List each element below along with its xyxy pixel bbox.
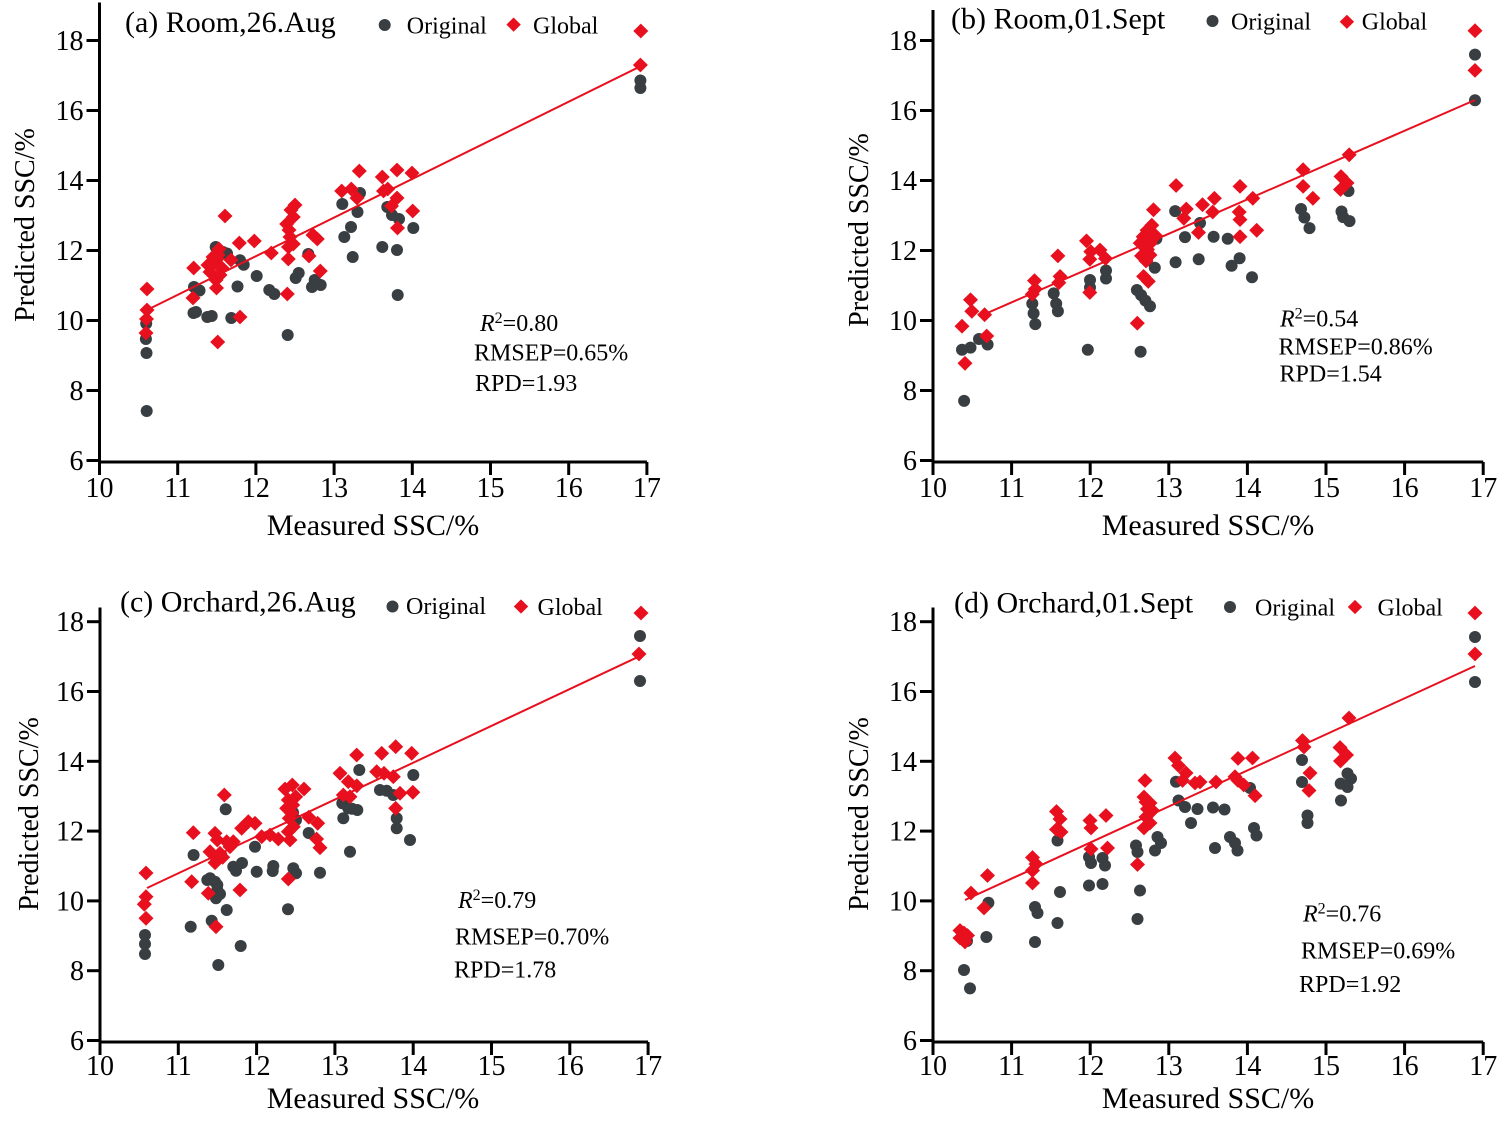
svg-text:16: 16 xyxy=(556,1051,584,1082)
svg-text:11: 11 xyxy=(164,473,191,504)
svg-text:14: 14 xyxy=(1233,1051,1261,1082)
svg-text:12: 12 xyxy=(56,817,84,848)
svg-text:8: 8 xyxy=(903,376,917,407)
svg-text:Measured SSC/%: Measured SSC/% xyxy=(1102,1082,1315,1115)
svg-text:14: 14 xyxy=(889,166,917,197)
svg-text:Original: Original xyxy=(1255,596,1335,622)
svg-text:6: 6 xyxy=(70,446,84,477)
svg-text:16: 16 xyxy=(889,96,917,127)
svg-text:18: 18 xyxy=(56,26,84,57)
svg-text:12: 12 xyxy=(56,236,84,267)
svg-text:R2=0.76: R2=0.76 xyxy=(1302,901,1381,928)
svg-text:(b) Room,01.Sept: (b) Room,01.Sept xyxy=(951,3,1166,36)
svg-text:8: 8 xyxy=(70,376,84,407)
svg-text:16: 16 xyxy=(56,96,84,127)
svg-text:RPD=1.78: RPD=1.78 xyxy=(454,958,556,984)
svg-text:10: 10 xyxy=(56,306,84,337)
svg-text:Global: Global xyxy=(538,595,604,621)
svg-text:Measured SSC/%: Measured SSC/% xyxy=(267,1082,480,1115)
svg-text:RPD=1.93: RPD=1.93 xyxy=(475,371,577,397)
svg-text:Predicted SSC/%: Predicted SSC/% xyxy=(844,717,875,911)
svg-text:10: 10 xyxy=(86,1051,114,1082)
svg-text:12: 12 xyxy=(243,1051,271,1082)
svg-text:10: 10 xyxy=(86,473,114,504)
svg-text:15: 15 xyxy=(478,1051,506,1082)
svg-text:14: 14 xyxy=(1233,473,1261,504)
svg-text:13: 13 xyxy=(1155,473,1183,504)
svg-text:16: 16 xyxy=(1391,473,1419,504)
svg-text:R2=0.54: R2=0.54 xyxy=(1279,306,1358,333)
svg-text:13: 13 xyxy=(320,473,348,504)
svg-text:13: 13 xyxy=(321,1051,349,1082)
svg-text:RMSEP=0.65%: RMSEP=0.65% xyxy=(474,341,628,367)
svg-text:18: 18 xyxy=(889,607,917,638)
svg-text:RMSEP=0.70%: RMSEP=0.70% xyxy=(455,925,609,951)
svg-text:15: 15 xyxy=(477,473,505,504)
svg-text:16: 16 xyxy=(1391,1051,1419,1082)
svg-text:12: 12 xyxy=(1076,473,1104,504)
svg-text:Measured SSC/%: Measured SSC/% xyxy=(1102,509,1315,542)
svg-text:Original: Original xyxy=(406,594,486,620)
svg-text:11: 11 xyxy=(165,1051,192,1082)
svg-text:Predicted SSC/%: Predicted SSC/% xyxy=(14,717,45,911)
svg-text:14: 14 xyxy=(399,1051,427,1082)
svg-text:15: 15 xyxy=(1312,473,1340,504)
svg-text:Original: Original xyxy=(1231,10,1311,36)
svg-text:10: 10 xyxy=(889,886,917,917)
svg-text:14: 14 xyxy=(398,473,426,504)
svg-text:17: 17 xyxy=(1469,473,1497,504)
svg-text:10: 10 xyxy=(56,886,84,917)
svg-text:10: 10 xyxy=(889,306,917,337)
svg-text:17: 17 xyxy=(633,473,661,504)
svg-text:12: 12 xyxy=(1076,1051,1104,1082)
svg-text:13: 13 xyxy=(1155,1051,1183,1082)
svg-text:RMSEP=0.86%: RMSEP=0.86% xyxy=(1279,335,1433,361)
svg-text:R2=0.79: R2=0.79 xyxy=(457,887,536,914)
svg-text:R2=0.80: R2=0.80 xyxy=(479,310,558,337)
svg-text:11: 11 xyxy=(998,473,1025,504)
svg-text:6: 6 xyxy=(903,1026,917,1057)
svg-text:8: 8 xyxy=(903,956,917,987)
svg-text:10: 10 xyxy=(919,1051,947,1082)
svg-text:(c) Orchard,26.Aug: (c) Orchard,26.Aug xyxy=(120,586,356,619)
svg-text:Global: Global xyxy=(1362,10,1428,36)
svg-text:(d) Orchard,01.Sept: (d) Orchard,01.Sept xyxy=(954,587,1194,620)
svg-text:Measured SSC/%: Measured SSC/% xyxy=(267,509,480,542)
svg-text:Original: Original xyxy=(407,14,487,40)
svg-text:11: 11 xyxy=(998,1051,1025,1082)
svg-text:12: 12 xyxy=(242,473,270,504)
svg-text:Predicted SSC/%: Predicted SSC/% xyxy=(844,133,875,327)
svg-text:14: 14 xyxy=(889,747,917,778)
svg-text:RPD=1.92: RPD=1.92 xyxy=(1299,972,1401,998)
svg-text:RPD=1.54: RPD=1.54 xyxy=(1280,362,1382,388)
svg-text:12: 12 xyxy=(889,236,917,267)
svg-text:6: 6 xyxy=(70,1026,84,1057)
svg-text:16: 16 xyxy=(56,677,84,708)
svg-text:16: 16 xyxy=(555,473,583,504)
svg-text:Global: Global xyxy=(1378,596,1444,622)
svg-text:RMSEP=0.69%: RMSEP=0.69% xyxy=(1301,939,1455,965)
svg-text:10: 10 xyxy=(919,473,947,504)
svg-text:17: 17 xyxy=(634,1051,662,1082)
svg-text:16: 16 xyxy=(889,677,917,708)
svg-text:8: 8 xyxy=(70,956,84,987)
svg-text:14: 14 xyxy=(56,166,84,197)
svg-text:15: 15 xyxy=(1312,1051,1340,1082)
svg-text:(a) Room,26.Aug: (a) Room,26.Aug xyxy=(125,6,336,39)
svg-text:14: 14 xyxy=(56,747,84,778)
svg-text:Predicted SSC/%: Predicted SSC/% xyxy=(10,128,41,322)
svg-text:12: 12 xyxy=(889,817,917,848)
svg-text:6: 6 xyxy=(903,446,917,477)
svg-text:18: 18 xyxy=(889,26,917,57)
svg-text:Global: Global xyxy=(533,14,599,40)
svg-text:18: 18 xyxy=(56,607,84,638)
svg-text:17: 17 xyxy=(1469,1051,1497,1082)
